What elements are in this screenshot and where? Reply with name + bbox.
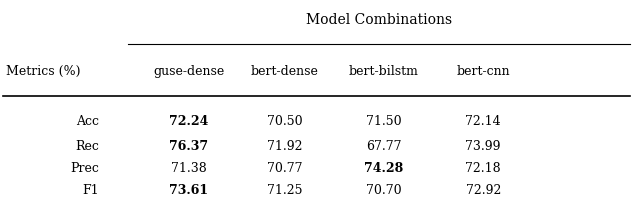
Text: 70.77: 70.77 bbox=[267, 161, 303, 174]
Text: 71.25: 71.25 bbox=[267, 183, 303, 196]
Text: bert-bilstm: bert-bilstm bbox=[349, 64, 419, 77]
Text: 67.77: 67.77 bbox=[366, 139, 402, 152]
Text: Metrics (%): Metrics (%) bbox=[6, 64, 81, 77]
Text: 73.61: 73.61 bbox=[169, 183, 209, 196]
Text: Model Combinations: Model Combinations bbox=[306, 13, 452, 27]
Text: 70.70: 70.70 bbox=[366, 183, 402, 196]
Text: 72.18: 72.18 bbox=[465, 161, 501, 174]
Text: guse-dense: guse-dense bbox=[153, 64, 225, 77]
Text: 74.28: 74.28 bbox=[364, 161, 404, 174]
Text: 71.50: 71.50 bbox=[366, 115, 402, 128]
Text: 72.92: 72.92 bbox=[465, 183, 501, 196]
Text: Prec: Prec bbox=[70, 161, 99, 174]
Text: 71.38: 71.38 bbox=[171, 161, 207, 174]
Text: 70.50: 70.50 bbox=[267, 115, 303, 128]
Text: F1: F1 bbox=[83, 183, 99, 196]
Text: 73.99: 73.99 bbox=[465, 139, 501, 152]
Text: Rec: Rec bbox=[76, 139, 99, 152]
Text: bert-dense: bert-dense bbox=[251, 64, 319, 77]
Text: 72.24: 72.24 bbox=[169, 115, 209, 128]
Text: bert-cnn: bert-cnn bbox=[456, 64, 510, 77]
Text: Acc: Acc bbox=[76, 115, 99, 128]
Text: 71.92: 71.92 bbox=[267, 139, 303, 152]
Text: 72.14: 72.14 bbox=[465, 115, 501, 128]
Text: 76.37: 76.37 bbox=[169, 139, 209, 152]
